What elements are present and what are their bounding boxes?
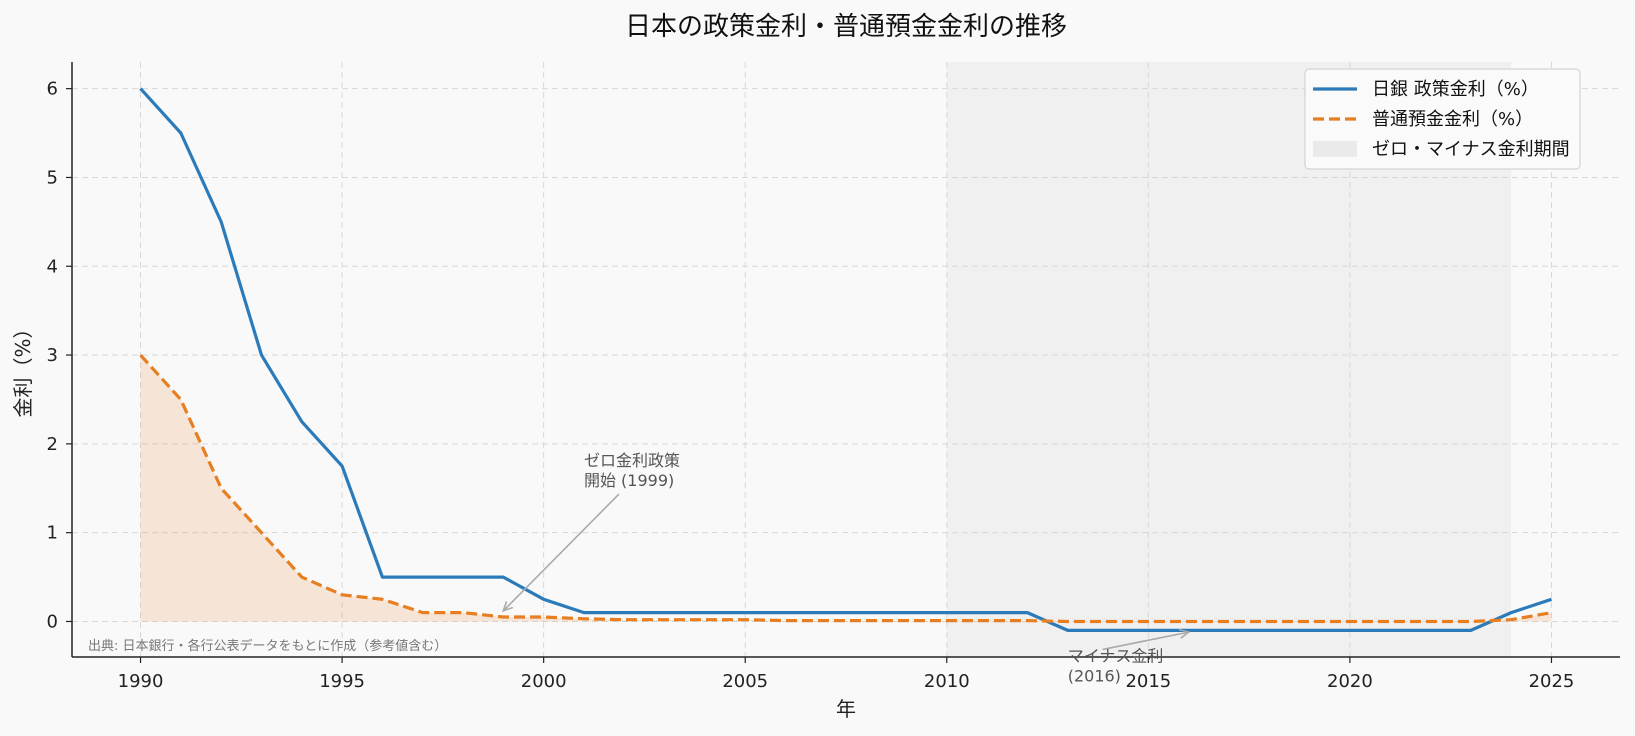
legend-box	[1304, 68, 1581, 170]
x-tick-label: 1995	[319, 671, 365, 692]
y-tick-label: 5	[47, 167, 58, 188]
y-tick-label: 2	[47, 434, 58, 455]
y-tick-label: 6	[47, 79, 58, 100]
x-tick-label: 2000	[521, 671, 567, 692]
annotation-text: 開始 (1999)	[584, 471, 674, 490]
y-tick-label: 1	[47, 523, 58, 544]
x-tick-label: 2010	[924, 671, 970, 692]
tick-labels: 1990 1995 2000 2005 2010 2015 2020 2025 0 1 2 3 4 5 6	[47, 79, 1575, 692]
y-tick-label: 3	[47, 345, 58, 366]
annotation-arrowhead	[501, 601, 514, 613]
legend-shade-label: ゼロ・マイナス金利期間	[1372, 139, 1570, 160]
policy-rate-line	[139, 87, 1553, 632]
annotation-text: ゼロ金利政策	[584, 451, 680, 470]
legend-deposit-label: 普通預金金利（%）	[1372, 109, 1533, 130]
source-note: 出典: 日本銀行・各行公表データをもとに作成（参考値含む）	[88, 638, 447, 654]
annotation-text: マイナス金利	[1068, 646, 1164, 665]
x-tick-label: 2020	[1327, 671, 1373, 692]
legend-shade-swatch	[1313, 141, 1357, 157]
annotation-text: (2016)	[1068, 666, 1121, 685]
x-tick-label: 2025	[1529, 671, 1575, 692]
y-tick-label: 0	[47, 611, 58, 632]
annotation-arrow	[1102, 631, 1189, 651]
annotation-arrow	[502, 493, 620, 612]
deposit-rate-fill-area	[140, 355, 1552, 622]
x-tick-label: 2015	[1125, 671, 1171, 692]
chart-title: 日本の政策金利・普通預金金利の推移	[625, 12, 1067, 42]
legend-policy-label: 日銀 政策金利（%）	[1372, 79, 1539, 100]
x-axis-label: 年	[836, 697, 856, 721]
x-tick-label: 1990	[118, 671, 164, 692]
legend: 日銀 政策金利（%） 普通預金金利（%） ゼロ・マイナス金利期間	[1304, 68, 1581, 170]
y-axis-label: 金利（%）	[11, 318, 35, 417]
annotation-arrowhead	[1178, 628, 1191, 639]
y-tick-label: 4	[47, 256, 58, 277]
x-tick-label: 2005	[722, 671, 768, 692]
deposit-rate-line	[139, 354, 1552, 624]
axes	[71, 62, 1620, 658]
